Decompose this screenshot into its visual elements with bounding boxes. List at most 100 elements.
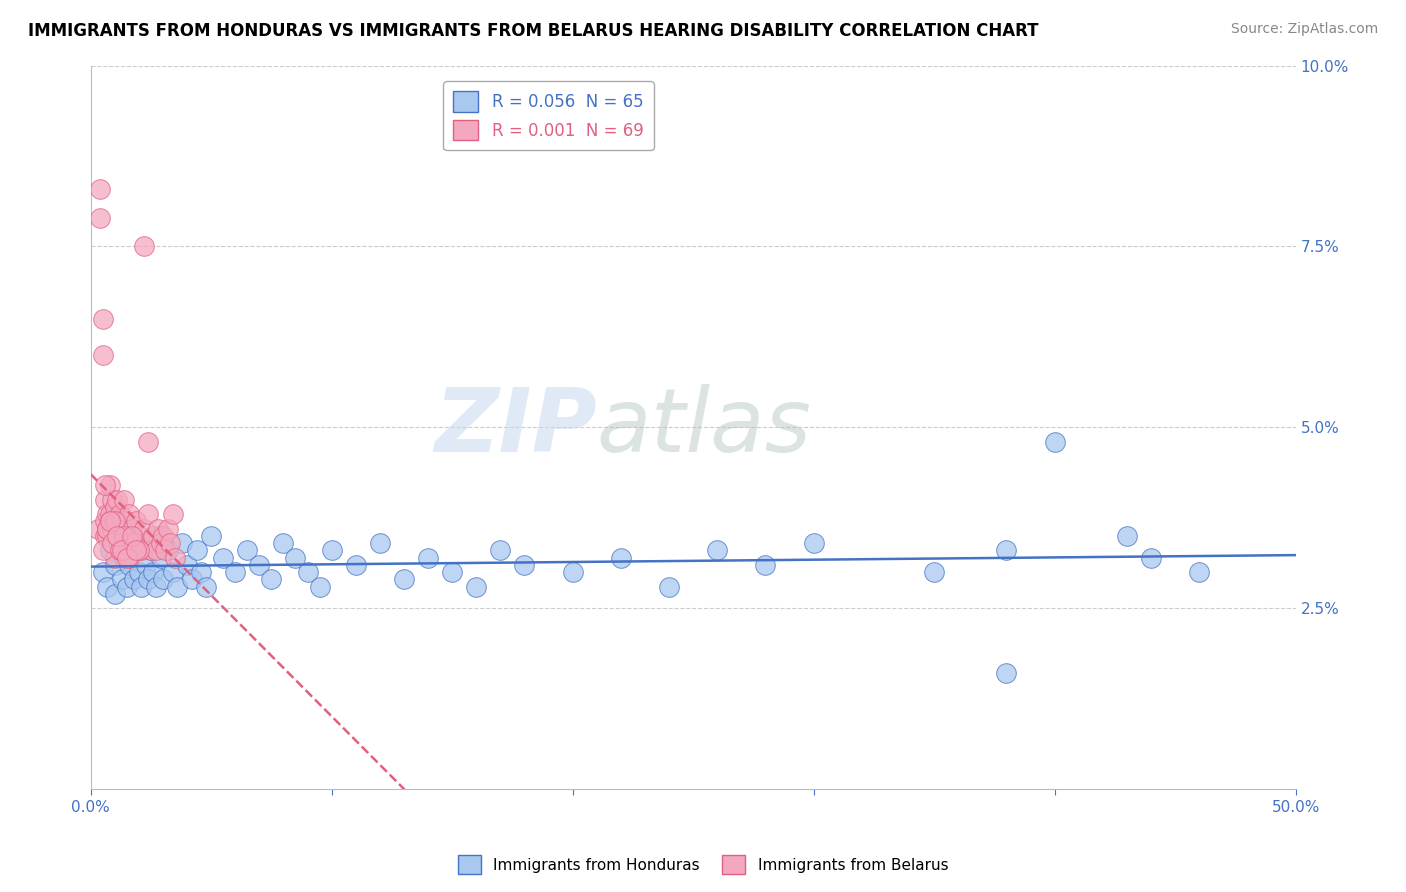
Point [108, 543, 131, 558]
Point [118, 507, 141, 521]
Point [111, 543, 134, 558]
Point [94, 515, 117, 529]
Point [108, 507, 131, 521]
Point [146, 522, 169, 536]
Point [1140, 550, 1163, 565]
Point [111, 515, 134, 529]
Point [112, 543, 135, 558]
Point [138, 572, 160, 586]
Point [195, 580, 218, 594]
Point [803, 536, 825, 550]
Point [172, 536, 194, 550]
Point [156, 543, 179, 558]
Point [1043, 434, 1066, 449]
Point [922, 565, 945, 579]
Point [156, 522, 179, 536]
Point [91, 565, 114, 579]
Point [186, 543, 208, 558]
Point [118, 558, 141, 572]
Point [122, 536, 145, 550]
Point [125, 543, 148, 558]
Point [96, 507, 118, 521]
Point [128, 565, 150, 579]
Point [344, 558, 367, 572]
Point [489, 543, 512, 558]
Point [236, 543, 259, 558]
Point [118, 529, 141, 543]
Point [98, 543, 121, 558]
Point [441, 565, 464, 579]
Point [190, 565, 212, 579]
Point [561, 565, 583, 579]
Point [91, 543, 114, 558]
Point [115, 580, 138, 594]
Point [94, 529, 117, 543]
Text: atlas: atlas [596, 384, 811, 470]
Point [754, 558, 776, 572]
Point [128, 529, 150, 543]
Point [416, 550, 439, 565]
Point [98, 515, 121, 529]
Point [135, 536, 157, 550]
Point [610, 550, 633, 565]
Point [129, 543, 152, 558]
Point [108, 543, 131, 558]
Point [101, 522, 124, 536]
Point [152, 572, 174, 586]
Point [146, 529, 169, 543]
Point [96, 522, 118, 536]
Point [104, 500, 127, 514]
Point [105, 529, 128, 543]
Point [105, 529, 128, 543]
Point [658, 580, 681, 594]
Point [297, 565, 319, 579]
Point [118, 550, 141, 565]
Point [94, 492, 117, 507]
Point [128, 543, 150, 558]
Point [163, 550, 186, 565]
Point [115, 536, 138, 550]
Point [132, 239, 155, 253]
Point [321, 543, 343, 558]
Point [104, 558, 127, 572]
Point [368, 536, 391, 550]
Point [159, 536, 181, 550]
Point [111, 572, 134, 586]
Point [200, 529, 222, 543]
Point [273, 536, 295, 550]
Point [89, 211, 111, 225]
Point [91, 348, 114, 362]
Point [392, 572, 415, 586]
Point [112, 550, 135, 565]
Point [138, 434, 160, 449]
Point [111, 522, 134, 536]
Point [112, 492, 135, 507]
Point [176, 558, 198, 572]
Point [142, 565, 165, 579]
Point [112, 529, 135, 543]
Point [104, 587, 127, 601]
Point [1188, 565, 1211, 579]
Legend: Immigrants from Honduras, Immigrants from Belarus: Immigrants from Honduras, Immigrants fro… [451, 849, 955, 880]
Point [105, 492, 128, 507]
Point [139, 543, 162, 558]
Point [162, 565, 184, 579]
Text: Source: ZipAtlas.com: Source: ZipAtlas.com [1230, 22, 1378, 37]
Point [125, 543, 148, 558]
Point [121, 522, 143, 536]
Point [284, 550, 307, 565]
Point [101, 536, 124, 550]
Point [104, 550, 127, 565]
Point [465, 580, 488, 594]
Point [108, 536, 131, 550]
Text: ZIP: ZIP [434, 384, 596, 471]
Point [129, 580, 152, 594]
Point [132, 536, 155, 550]
Point [1115, 529, 1137, 543]
Point [104, 515, 127, 529]
Point [94, 478, 117, 492]
Point [115, 515, 138, 529]
Point [162, 507, 184, 521]
Point [108, 536, 131, 550]
Point [155, 543, 177, 558]
